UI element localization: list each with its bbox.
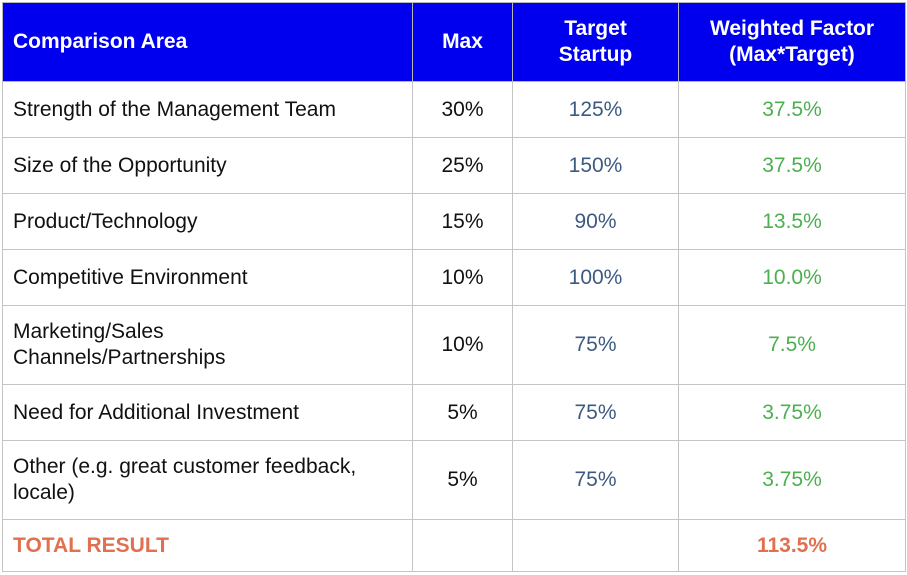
cell-max: 15% xyxy=(412,193,513,250)
cell-target: 100% xyxy=(512,249,679,306)
cell-max: 5% xyxy=(412,440,513,520)
cell-area: Marketing/Sales Channels/Partnerships xyxy=(2,305,413,385)
table-row: Competitive Environment 10% 100% 10.0% xyxy=(2,249,906,306)
cell-area-line2: Channels/Partnerships xyxy=(13,346,226,369)
cell-max: 30% xyxy=(412,81,513,138)
total-row: TOTAL RESULT 113.5% xyxy=(2,519,906,572)
header-weighted-line1: Weighted Factor xyxy=(709,17,875,40)
cell-area-line1: Other (e.g. great customer feedback, xyxy=(13,455,357,478)
cell-weighted: 3.75% xyxy=(678,440,906,520)
cell-area-line2: locale) xyxy=(13,481,75,504)
header-target-line2: Startup xyxy=(558,43,633,66)
total-value: 113.5% xyxy=(678,519,906,572)
cell-weighted: 7.5% xyxy=(678,305,906,385)
total-label: TOTAL RESULT xyxy=(2,519,413,572)
cell-target: 150% xyxy=(512,137,679,194)
cell-weighted: 37.5% xyxy=(678,81,906,138)
table-row: Other (e.g. great customer feedback, loc… xyxy=(2,440,906,520)
cell-target: 75% xyxy=(512,384,679,441)
cell-area-line1: Marketing/Sales xyxy=(13,320,164,343)
total-empty-cell xyxy=(512,519,679,572)
cell-area: Size of the Opportunity xyxy=(2,137,413,194)
cell-target: 75% xyxy=(512,440,679,520)
cell-target: 125% xyxy=(512,81,679,138)
header-max: Max xyxy=(412,2,513,82)
cell-target: 75% xyxy=(512,305,679,385)
cell-weighted: 10.0% xyxy=(678,249,906,306)
cell-max: 25% xyxy=(412,137,513,194)
total-empty-cell xyxy=(412,519,513,572)
cell-area: Other (e.g. great customer feedback, loc… xyxy=(2,440,413,520)
cell-weighted: 37.5% xyxy=(678,137,906,194)
cell-target: 90% xyxy=(512,193,679,250)
cell-area: Need for Additional Investment xyxy=(2,384,413,441)
table-row: Size of the Opportunity 25% 150% 37.5% xyxy=(2,137,906,194)
cell-weighted: 3.75% xyxy=(678,384,906,441)
header-target-line1: Target xyxy=(564,17,627,40)
table-row: Marketing/Sales Channels/Partnerships 10… xyxy=(2,305,906,385)
header-weighted-factor: Weighted Factor (Max*Target) xyxy=(678,2,906,82)
table-row: Product/Technology 15% 90% 13.5% xyxy=(2,193,906,250)
cell-area: Strength of the Management Team xyxy=(2,81,413,138)
header-comparison-area: Comparison Area xyxy=(2,2,413,82)
header-row: Comparison Area Max Target Startup Weigh… xyxy=(2,2,906,82)
cell-max: 10% xyxy=(412,249,513,306)
cell-max: 5% xyxy=(412,384,513,441)
header-target-startup: Target Startup xyxy=(512,2,679,82)
cell-max: 10% xyxy=(412,305,513,385)
header-weighted-line2: (Max*Target) xyxy=(729,43,855,66)
cell-area: Competitive Environment xyxy=(2,249,413,306)
table-row: Strength of the Management Team 30% 125%… xyxy=(2,81,906,138)
table-row: Need for Additional Investment 5% 75% 3.… xyxy=(2,384,906,441)
cell-weighted: 13.5% xyxy=(678,193,906,250)
cell-area: Product/Technology xyxy=(2,193,413,250)
